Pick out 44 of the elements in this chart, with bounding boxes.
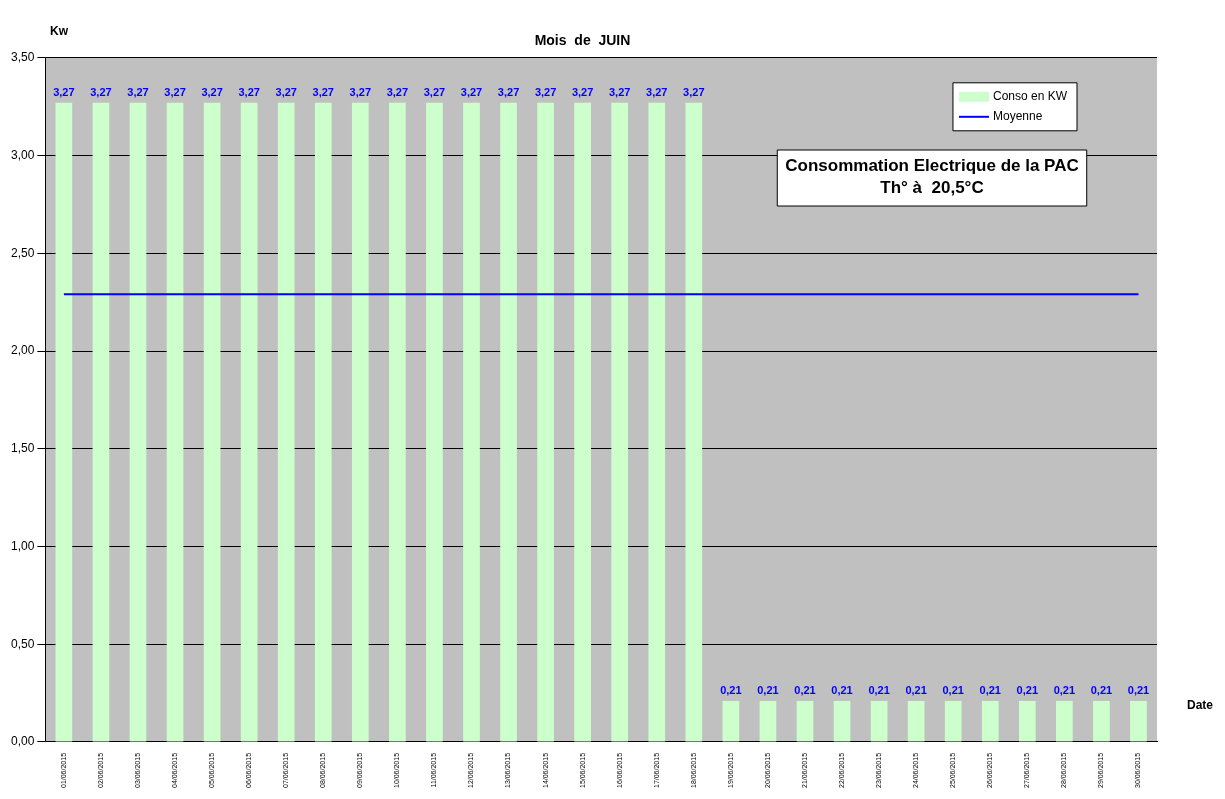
- legend-label: Conso en KW: [992, 89, 1068, 104]
- data-label: 3,27: [349, 86, 372, 99]
- data-label: 3,27: [571, 86, 594, 99]
- data-label: 0,21: [1090, 684, 1113, 697]
- data-label: 3,27: [683, 86, 705, 99]
- data-label: 3,27: [386, 86, 409, 99]
- y-tick-label: 2,00: [11, 343, 35, 358]
- data-label: 3,27: [53, 86, 75, 99]
- data-label: 0,21: [1127, 684, 1150, 697]
- data-label: 0,21: [757, 684, 779, 697]
- y-tick-label: 0,50: [11, 636, 35, 651]
- data-label: 3,27: [164, 86, 186, 99]
- data-label: 0,21: [942, 684, 964, 697]
- chart-title: Mois de JUIN: [534, 32, 631, 49]
- legend-label: Moyenne: [992, 109, 1043, 124]
- data-label: 3,27: [497, 86, 520, 99]
- data-label: 3,27: [423, 86, 446, 99]
- data-label: 0,21: [831, 684, 853, 697]
- data-label: 3,27: [201, 86, 223, 99]
- data-label: 0,21: [720, 684, 742, 697]
- y-tick-label: 3,50: [11, 50, 35, 65]
- data-label: 0,21: [868, 684, 890, 697]
- data-label: 3,27: [460, 86, 483, 99]
- data-label: 0,21: [905, 684, 927, 697]
- data-label: 3,27: [238, 86, 260, 99]
- data-label: 3,27: [127, 86, 149, 99]
- y-tick-label: 0,00: [11, 734, 35, 749]
- data-label: 3,27: [646, 86, 668, 99]
- data-label: 0,21: [794, 684, 816, 697]
- y-tick-label: 3,00: [11, 147, 35, 162]
- data-label: 0,21: [1016, 684, 1039, 697]
- y-tick-label: 2,50: [11, 245, 35, 260]
- data-label: 3,27: [608, 86, 631, 99]
- data-label: 3,27: [275, 86, 297, 99]
- y-tick-label: 1,00: [11, 538, 35, 553]
- y-tick-label: 1,50: [11, 441, 35, 456]
- x-axis-title: Date: [1186, 698, 1214, 713]
- data-label: 3,27: [534, 86, 557, 99]
- data-label: 0,21: [979, 684, 1001, 697]
- data-label: 3,27: [312, 86, 334, 99]
- y-axis-title: Kw: [50, 24, 69, 38]
- data-label: 0,21: [1053, 684, 1076, 697]
- data-label: 3,27: [90, 86, 112, 99]
- annotation: Consommation Electrique de la PAC Th° à 20,5°C: [785, 156, 1079, 198]
